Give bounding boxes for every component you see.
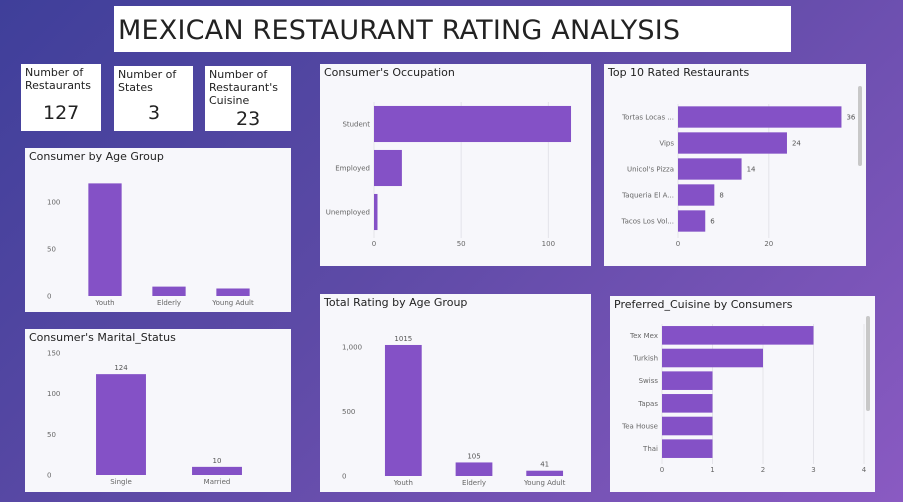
cuisine-category-label: Swiss	[639, 377, 659, 385]
cuisine-chart: 0 1 2 3 4 Tex Mex Turkish Swiss Tapas Tea House Th…	[610, 296, 875, 492]
cuisine-category-label: Tea House	[621, 423, 658, 431]
top10-data-label: 24	[792, 140, 801, 148]
rating-age-chart-card: Total Rating by Age Group 0 500 1,000 Youth…	[320, 294, 591, 492]
occupation-xtick-label: 0	[372, 240, 376, 248]
cuisine-bar	[662, 349, 763, 368]
marital-ytick-label: 100	[47, 390, 60, 398]
kpi-restaurants-card: Number of Restaurants 127	[21, 64, 101, 131]
age-group-ytick-label: 50	[47, 246, 56, 254]
occupation-xtick-label: 50	[457, 240, 466, 248]
top10-data-label: 14	[747, 166, 756, 174]
top10-scrollbar[interactable]	[858, 86, 862, 166]
age-group-chart: 0 50 100 Youth Elderly Young Adult	[25, 148, 291, 312]
cuisine-xtick-label: 1	[710, 466, 714, 474]
kpi-cuisine-value: 23	[236, 108, 260, 130]
cuisine-bar	[662, 394, 713, 413]
marital-xtick-label: Married	[204, 478, 231, 486]
occupation-category-label: Unemployed	[326, 209, 370, 217]
cuisine-xtick-label: 4	[862, 466, 867, 474]
kpi-cuisine-label: Number of Restaurant's Cuisine	[209, 68, 289, 107]
cuisine-xtick-label: 2	[761, 466, 765, 474]
cuisine-category-label: Turkish	[632, 355, 658, 363]
marital-xtick-label: Single	[110, 478, 132, 486]
cuisine-category-label: Thai	[642, 445, 658, 453]
rating-age-data-label: 1015	[394, 335, 412, 343]
age-group-chart-card: Consumer by Age Group 0 50 100 Youth Elderly…	[25, 148, 291, 312]
top10-category-label: Tacos Los Vol...	[621, 218, 675, 226]
cuisine-category-label: Tex Mex	[629, 332, 658, 340]
rating-age-ytick-label: 1,000	[342, 343, 362, 351]
cuisine-category-label: Tapas	[637, 400, 658, 408]
top10-data-label: 36	[846, 114, 855, 122]
kpi-states-card: Number of States 3	[114, 66, 193, 131]
occupation-chart: 0 50 100 Student Employed Unemployed	[320, 64, 591, 266]
top10-bar	[678, 132, 787, 153]
rating-age-xtick-label: Youth	[393, 479, 413, 487]
cuisine-bar	[662, 326, 814, 345]
cuisine-bar	[662, 417, 713, 436]
cuisine-xtick-label: 3	[811, 466, 815, 474]
top10-category-label: Vips	[659, 140, 674, 148]
rating-age-xtick-label: Young Adult	[523, 479, 566, 487]
marital-ytick-label: 50	[47, 431, 56, 439]
top10-bar	[678, 106, 841, 127]
occupation-category-label: Employed	[335, 165, 370, 173]
kpi-states-label: Number of States	[118, 68, 180, 94]
top10-xtick-label: 0	[676, 240, 680, 248]
top10-category-label: Tortas Locas ...	[621, 114, 674, 122]
page-title: MEXICAN RESTAURANT RATING ANALYSIS	[114, 6, 791, 52]
age-group-bar	[152, 287, 185, 296]
marital-chart: 0 50 100 150 Single 124 Married 10	[25, 329, 291, 492]
top10-category-label: Unicol's Pizza	[627, 166, 674, 174]
occupation-chart-card: Consumer's Occupation 0 50 100 Student Emplo…	[320, 64, 591, 266]
marital-ytick-label: 150	[47, 350, 60, 358]
rating-age-ytick-label: 500	[342, 408, 355, 416]
marital-chart-card: Consumer's Marital_Status 0 50 100 150 Singl…	[25, 329, 291, 492]
kpi-states-value: 3	[148, 102, 160, 124]
age-group-ytick-label: 100	[47, 199, 60, 207]
cuisine-scrollbar[interactable]	[866, 316, 870, 411]
kpi-restaurants-label: Number of Restaurants	[25, 66, 97, 92]
top10-chart-card: Top 10 Rated Restaurants 0 20 Tortas Locas…	[604, 64, 866, 266]
kpi-restaurants-value: 127	[43, 102, 79, 124]
rating-age-bar	[526, 471, 563, 476]
top10-bar	[678, 210, 705, 231]
top10-chart: 0 20 Tortas Locas ... 36 Vips 24 Unicol's Pizz…	[604, 64, 866, 266]
top10-xtick-label: 20	[764, 240, 773, 248]
cuisine-bar	[662, 439, 713, 458]
age-group-bar	[216, 288, 249, 296]
age-group-xtick-label: Young Adult	[211, 299, 254, 307]
occupation-bar	[374, 194, 377, 230]
kpi-cuisine-card: Number of Restaurant's Cuisine 23	[205, 66, 291, 131]
age-group-xtick-label: Youth	[94, 299, 114, 307]
cuisine-bar	[662, 371, 713, 390]
age-group-ytick-label: 0	[47, 293, 51, 301]
rating-age-bar	[456, 462, 493, 476]
top10-data-label: 8	[719, 192, 723, 200]
marital-data-label: 10	[213, 457, 222, 465]
rating-age-data-label: 105	[467, 452, 480, 460]
age-group-bar	[88, 183, 121, 296]
top10-data-label: 6	[710, 218, 715, 226]
occupation-bar	[374, 106, 571, 142]
marital-ytick-label: 0	[47, 472, 51, 480]
cuisine-chart-card: Preferred_Cuisine by Consumers 0 1 2 3 4 Tex …	[610, 296, 875, 492]
rating-age-chart: 0 500 1,000 Youth 1015 Elderly 105 Young Adult 4…	[320, 294, 591, 492]
marital-bar	[192, 467, 242, 475]
rating-age-xtick-label: Elderly	[462, 479, 486, 487]
top10-category-label: Taqueria El A...	[621, 192, 674, 200]
cuisine-xtick-label: 0	[660, 466, 664, 474]
marital-data-label: 124	[114, 364, 128, 372]
top10-bar	[678, 158, 742, 179]
age-group-xtick-label: Elderly	[157, 299, 181, 307]
rating-age-data-label: 41	[540, 461, 549, 469]
marital-bar	[96, 374, 146, 475]
top10-bar	[678, 184, 714, 205]
occupation-bar	[374, 150, 402, 186]
rating-age-ytick-label: 0	[342, 473, 346, 481]
occupation-category-label: Student	[342, 121, 370, 129]
occupation-xtick-label: 100	[542, 240, 555, 248]
rating-age-bar	[385, 345, 422, 476]
